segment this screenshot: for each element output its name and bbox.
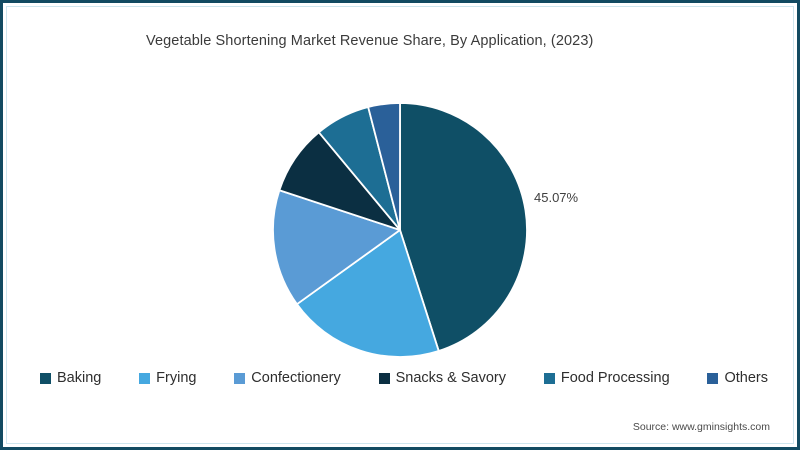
pie-slice-group — [272, 102, 528, 358]
legend-item[interactable]: Others — [707, 371, 768, 386]
legend-item[interactable]: Snacks & Savory — [378, 370, 507, 386]
source-attribution: Source: www.gminsights.com — [632, 421, 770, 433]
legend-item-label: Others — [724, 370, 768, 386]
legend-swatch-icon — [707, 372, 719, 384]
legend-item-label: Confectionery — [251, 370, 341, 386]
legend-swatch-icon — [139, 372, 151, 384]
legend-item[interactable]: Food Processing — [543, 370, 670, 386]
legend-item[interactable]: Baking — [40, 371, 101, 386]
pie-chart — [272, 102, 528, 358]
chart-legend: Baking Frying Confectionery Snacks & Savory… — [40, 371, 768, 386]
slice-value-label: 45.07% — [534, 190, 579, 205]
legend-item-label: Frying — [156, 370, 197, 386]
pie-slice — [272, 189, 401, 306]
legend-swatch-icon — [234, 372, 246, 384]
legend-item[interactable]: Confectionery — [234, 370, 341, 386]
pie-slice — [296, 229, 440, 358]
legend-item[interactable]: Frying — [139, 371, 196, 386]
pie-slice — [367, 102, 401, 231]
legend-item-label: Food Processing — [560, 370, 670, 386]
page-title: Vegetable Shortening Market Revenue Shar… — [146, 33, 594, 49]
legend-swatch-icon — [40, 372, 51, 384]
legend-swatch-icon — [543, 372, 555, 384]
legend-swatch-icon — [378, 372, 390, 384]
pie-chart-svg — [272, 102, 528, 358]
legend-item-label: Snacks & Savory — [395, 370, 507, 386]
pie-slice — [399, 102, 528, 352]
legend-item-label: Baking — [57, 370, 102, 386]
